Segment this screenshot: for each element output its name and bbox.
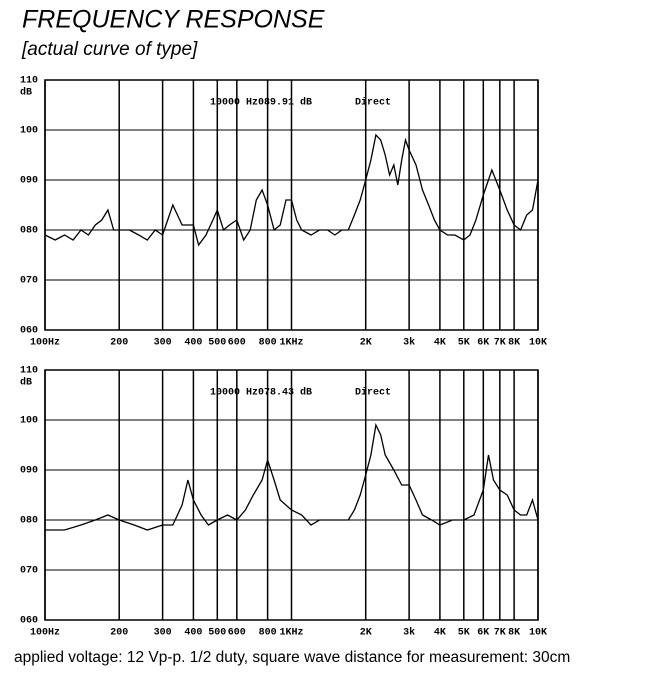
x-tick-label: 6K bbox=[477, 628, 489, 639]
x-tick-label: 500 bbox=[208, 628, 226, 639]
x-tick-label: 7K bbox=[494, 338, 506, 349]
x-tick-label: 300 bbox=[154, 338, 172, 349]
response-curve bbox=[45, 422, 539, 531]
footer: applied voltage: 12 Vp-p. 1/2 duty, squa… bbox=[14, 649, 570, 666]
x-tick-label: 400 bbox=[184, 338, 202, 349]
y-tick-label: 110 bbox=[20, 366, 38, 377]
x-tick-label: 10K bbox=[529, 338, 547, 349]
x-tick-label: 600 bbox=[228, 628, 246, 639]
x-tick-label: 100Hz bbox=[30, 628, 60, 639]
x-tick-label: 200 bbox=[110, 338, 128, 349]
y-axis-label: dB bbox=[20, 87, 32, 99]
x-tick-label: 8K bbox=[508, 338, 520, 349]
x-tick-label: 100Hz bbox=[30, 338, 60, 349]
x-tick-label: 2K bbox=[360, 628, 372, 639]
page-subtitle: [actual curve of type] bbox=[21, 39, 198, 60]
x-tick-label: 4K bbox=[434, 628, 446, 639]
y-axis-label: dB bbox=[20, 377, 32, 389]
x-tick-label: 3k bbox=[403, 627, 415, 639]
x-tick-label: 4K bbox=[434, 338, 446, 349]
x-tick-label: 2K bbox=[360, 338, 372, 349]
y-tick-label: 100 bbox=[20, 416, 38, 427]
y-tick-label: 060 bbox=[20, 616, 38, 627]
y-tick-label: 090 bbox=[20, 176, 38, 187]
x-tick-label: 8K bbox=[508, 628, 520, 639]
y-tick-label: 070 bbox=[20, 276, 38, 287]
y-tick-label: 110 bbox=[20, 76, 38, 87]
x-tick-label: 800 bbox=[259, 628, 277, 639]
x-tick-label: 5K bbox=[458, 628, 470, 639]
y-tick-label: 060 bbox=[20, 326, 38, 337]
y-tick-label: 080 bbox=[20, 226, 38, 237]
y-tick-label: 100 bbox=[20, 126, 38, 137]
x-tick-label: 6K bbox=[477, 338, 489, 349]
x-tick-label: 200 bbox=[110, 628, 128, 639]
x-tick-label: 3k bbox=[403, 337, 415, 349]
x-tick-label: 7K bbox=[494, 628, 506, 639]
annotation: 10000 Hz bbox=[210, 98, 258, 109]
x-tick-label: 1KHz bbox=[279, 338, 303, 349]
y-tick-label: 080 bbox=[20, 516, 38, 527]
x-tick-label: 600 bbox=[228, 338, 246, 349]
x-tick-label: 300 bbox=[154, 628, 172, 639]
y-tick-label: 090 bbox=[20, 466, 38, 477]
annotation: Direct bbox=[355, 387, 391, 399]
response-curve bbox=[44, 133, 539, 247]
x-tick-label: 1KHz bbox=[279, 628, 303, 639]
x-tick-label: 400 bbox=[184, 628, 202, 639]
page-title: FREQUENCY RESPONSE bbox=[22, 6, 325, 34]
x-tick-label: 500 bbox=[208, 338, 226, 349]
x-tick-label: 5K bbox=[458, 338, 470, 349]
annotation: 089.91 dB bbox=[258, 97, 312, 109]
x-tick-label: 10K bbox=[529, 628, 547, 639]
annotation: 078.43 dB bbox=[258, 387, 312, 399]
y-tick-label: 070 bbox=[20, 566, 38, 577]
annotation: Direct bbox=[355, 97, 391, 109]
annotation: 10000 Hz bbox=[210, 388, 258, 399]
x-tick-label: 800 bbox=[259, 338, 277, 349]
